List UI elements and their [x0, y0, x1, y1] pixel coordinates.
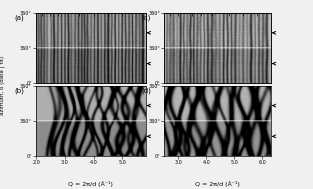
Text: azimuth, δ (data | fit): azimuth, δ (data | fit) [0, 56, 5, 115]
Text: (d): (d) [141, 87, 151, 94]
Text: (c): (c) [141, 15, 150, 21]
Text: (b): (b) [14, 87, 24, 94]
Text: (a): (a) [14, 15, 24, 21]
Text: Q = 2π/d (Å⁻¹): Q = 2π/d (Å⁻¹) [195, 181, 240, 187]
Text: Q = 2π/d (Å⁻¹): Q = 2π/d (Å⁻¹) [68, 181, 113, 187]
